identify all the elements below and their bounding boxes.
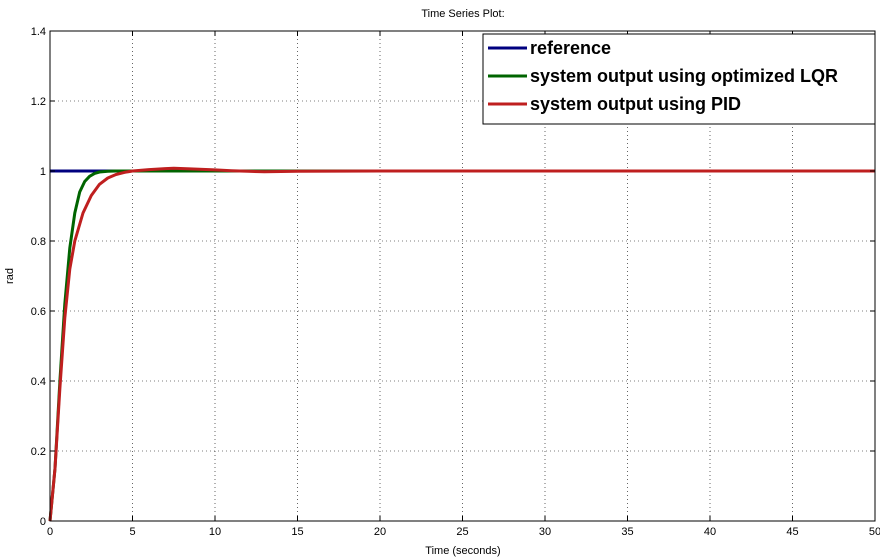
x-tick-label: 15 <box>291 526 303 538</box>
x-tick-label: 40 <box>704 526 716 538</box>
y-tick-label: 0.2 <box>31 446 46 458</box>
x-axis-label: Time (seconds) <box>425 545 500 557</box>
x-tick-label: 30 <box>539 526 551 538</box>
legend-box <box>482 33 876 125</box>
x-tick-label: 25 <box>456 526 468 538</box>
x-tick-label: 0 <box>47 526 53 538</box>
x-tick-label: 50 <box>869 526 880 538</box>
x-tick-label: 45 <box>786 526 798 538</box>
legend-label-1: system output using optimized LQR <box>530 66 838 86</box>
x-tick-label: 10 <box>209 526 221 538</box>
legend-label-2: system output using PID <box>530 94 741 114</box>
y-tick-label: 0.6 <box>31 306 46 318</box>
series-lines <box>48 166 875 522</box>
x-tick-label: 5 <box>129 526 135 538</box>
x-tick-label: 20 <box>374 526 386 538</box>
x-tick-label: 35 <box>621 526 633 538</box>
legend: reference system output using optimized L… <box>482 33 876 125</box>
y-tick-label: 1.4 <box>31 26 46 38</box>
legend-label-0: reference <box>530 38 611 58</box>
series-line-2 <box>48 166 875 522</box>
chart-title: Time Series Plot: <box>421 8 504 20</box>
y-tick-label: 1.2 <box>31 96 46 108</box>
y-tick-label: 0 <box>40 516 46 528</box>
y-tick-label: 0.8 <box>31 236 46 248</box>
y-axis-label: rad <box>4 268 16 284</box>
axis-ticks: 0 5 10 15 20 25 30 35 40 45 50 0 0.2 0.4 0.6 0.8 1 1.2 1.4 <box>31 26 880 538</box>
y-tick-label: 0.4 <box>31 376 46 388</box>
y-tick-label: 1 <box>40 166 46 178</box>
